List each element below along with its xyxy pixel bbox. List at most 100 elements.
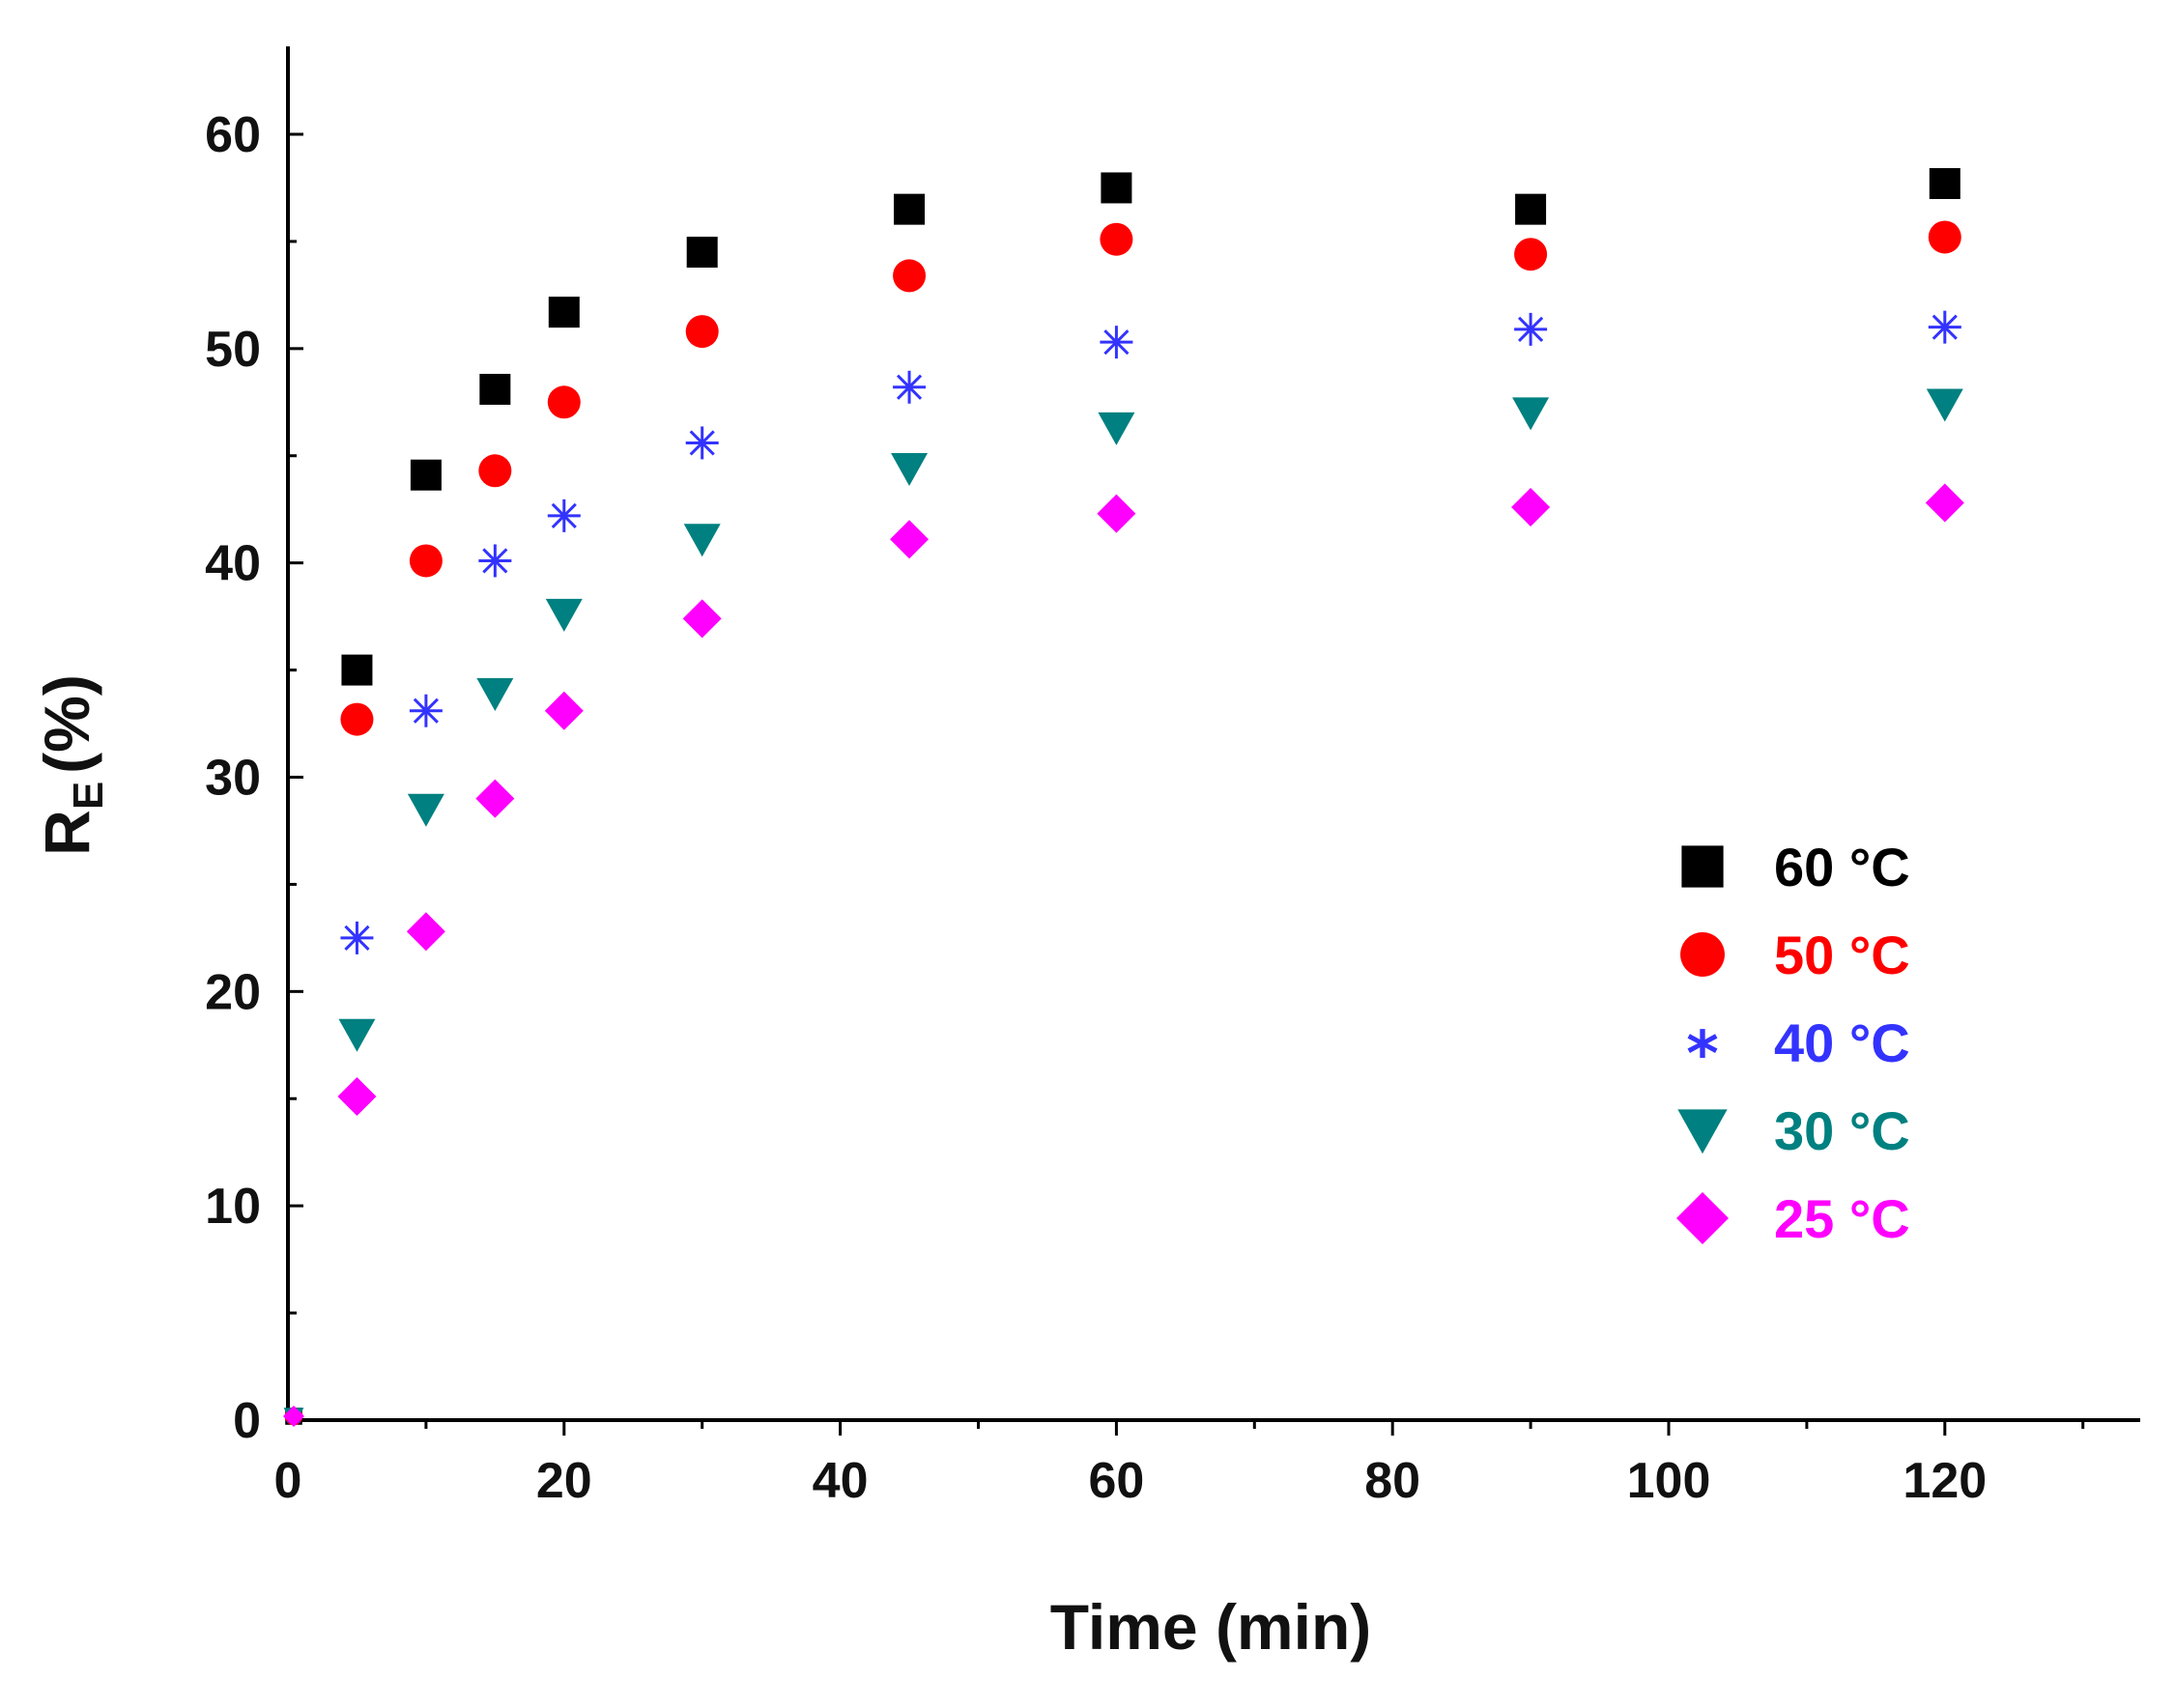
legend-label: 40 °C: [1774, 1012, 1910, 1073]
data-point: [1512, 397, 1550, 431]
legend-item: 30 °C: [1677, 1100, 1910, 1161]
data-point: [893, 370, 927, 404]
data-point: [547, 385, 581, 419]
y-tick-label: 40: [205, 536, 261, 592]
x-tick-label: 60: [1088, 1453, 1144, 1509]
legend-item: 60 °C: [1681, 837, 1910, 897]
data-point: [1514, 312, 1548, 346]
asterisk-stroke: [344, 925, 370, 951]
y-axis-title-suffix: (%): [31, 674, 102, 774]
data-point: [341, 654, 373, 686]
data-point: [340, 702, 374, 736]
asterisk-stroke: [482, 548, 508, 574]
data-point: [547, 498, 581, 532]
data-point: [1101, 172, 1132, 204]
y-axis-title: RE (%): [31, 674, 112, 856]
legend-label: 50 °C: [1774, 925, 1910, 985]
data-point: [410, 459, 442, 491]
legend-marker: [1681, 845, 1724, 888]
legend-item: * 40 °C: [1686, 1012, 1909, 1091]
data-point: [476, 677, 514, 711]
legend-label: 60 °C: [1774, 837, 1910, 897]
legend: 60 °C 50 °C * 40 °C 30 °C 25 °C: [1676, 837, 1910, 1249]
data-point: [685, 426, 719, 460]
data-point: [409, 544, 443, 578]
x-tick-label: 0: [274, 1453, 302, 1509]
axes: [286, 46, 2140, 1422]
data-point: [1928, 220, 1961, 254]
data-point: [337, 1077, 377, 1117]
data-point: [683, 524, 721, 557]
data-point: [1925, 483, 1964, 523]
y-axis-title-main: R: [31, 810, 102, 856]
data-point: [893, 259, 927, 293]
data-point: [544, 691, 584, 730]
data-point: [409, 694, 443, 727]
y-tick-labels: 0 10 20 30 40 50 60: [205, 107, 261, 1449]
data-point: [340, 921, 374, 954]
y-tick-label: 60: [205, 107, 261, 163]
data-point: [1929, 168, 1960, 200]
legend-marker: [1676, 1192, 1730, 1244]
data-point: [894, 193, 926, 225]
asterisk-stroke: [1932, 314, 1958, 340]
legend-marker: [1677, 1109, 1728, 1154]
data-point: [478, 454, 512, 488]
y-tick-label: 20: [205, 964, 261, 1020]
data-point: [475, 779, 515, 818]
data-point: [1100, 222, 1133, 256]
data-point: [891, 453, 929, 487]
asterisk-stroke: [1518, 316, 1544, 342]
x-tick-labels: 0 20 40 60 80 100 120: [274, 1453, 1988, 1509]
x-tick-label: 80: [1364, 1453, 1420, 1509]
data-point: [890, 520, 930, 559]
x-tick-label: 100: [1627, 1453, 1711, 1509]
legend-item: 25 °C: [1676, 1188, 1910, 1249]
asterisk-stroke: [551, 502, 577, 528]
series-3: [283, 388, 1963, 1426]
data-point: [338, 1018, 376, 1052]
data-point: [1928, 310, 1961, 344]
legend-label: 25 °C: [1774, 1188, 1910, 1249]
data-point: [686, 237, 718, 269]
asterisk-stroke: [413, 697, 439, 724]
data-point: [685, 315, 719, 349]
data-point: [1515, 193, 1547, 225]
data-point: [407, 793, 444, 827]
data-point: [1097, 494, 1136, 533]
data-points: [283, 168, 1964, 1427]
legend-item: 50 °C: [1680, 925, 1910, 985]
data-point: [548, 297, 580, 328]
y-tick-label: 10: [205, 1179, 261, 1235]
data-point: [1100, 326, 1133, 359]
legend-marker: [1680, 932, 1725, 977]
y-tick-label: 30: [205, 751, 261, 807]
y-axis-title-subscript: E: [65, 782, 112, 810]
series-1: [284, 220, 1961, 1426]
asterisk-stroke: [1103, 329, 1130, 356]
data-point: [1511, 487, 1551, 527]
series-4: [283, 483, 1964, 1427]
x-tick-label: 20: [536, 1453, 592, 1509]
asterisk-stroke: [896, 374, 923, 400]
x-tick-label: 120: [1903, 1453, 1987, 1509]
y-tick-label: 0: [233, 1393, 261, 1449]
tick-marks: [288, 132, 2085, 1436]
data-point: [1098, 412, 1135, 445]
x-tick-label: 40: [813, 1453, 869, 1509]
legend-marker: *: [1686, 1019, 1718, 1091]
data-point: [545, 598, 583, 632]
data-point: [478, 544, 512, 578]
data-point: [682, 599, 722, 639]
data-point: [1514, 238, 1548, 271]
x-axis-title: Time (min): [1050, 1591, 1371, 1663]
asterisk-stroke: [689, 430, 715, 456]
y-tick-label: 50: [205, 322, 261, 378]
data-point: [479, 373, 511, 405]
legend-label: 30 °C: [1774, 1100, 1910, 1161]
series-0: [285, 168, 1960, 1425]
data-point: [283, 1406, 304, 1427]
data-point: [406, 912, 445, 952]
data-point: [1926, 388, 1963, 422]
